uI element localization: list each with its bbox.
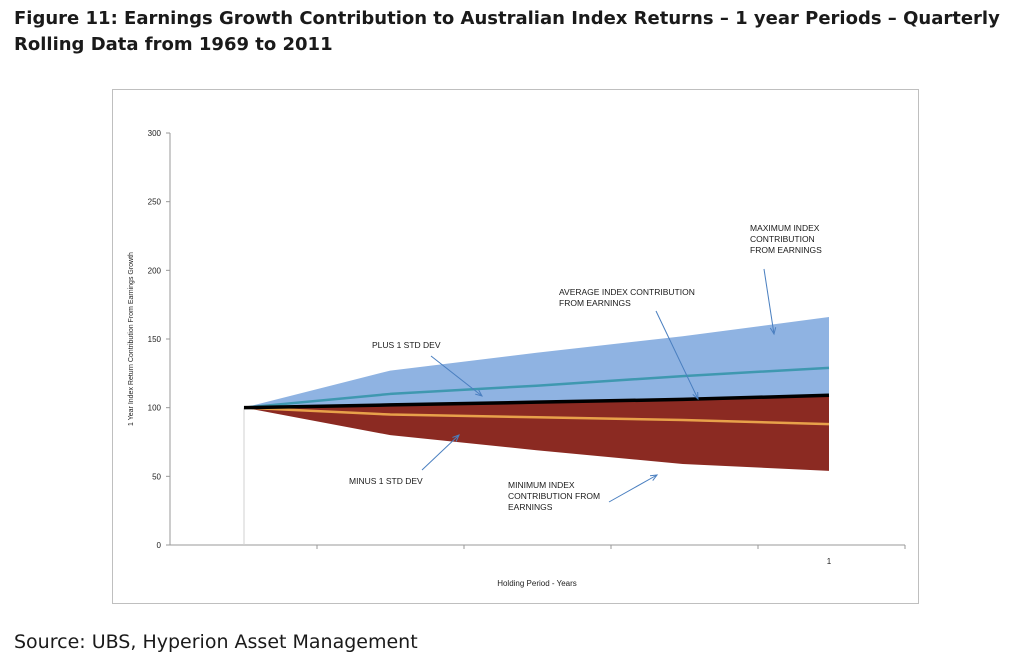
annotation-line: EARNINGS (508, 502, 553, 512)
annotation-line: MAXIMUM INDEX (750, 223, 820, 233)
annotation-plus1: PLUS 1 STD DEV (372, 340, 441, 350)
annotation-arrow (608, 474, 658, 503)
source-note: Source: UBS, Hyperion Asset Management (14, 631, 418, 653)
y-tick-label: 300 (148, 129, 162, 138)
annotation-line: MINIMUM INDEX (508, 480, 575, 490)
annotation-line: FROM EARNINGS (559, 298, 631, 308)
annotation-arrow (655, 310, 699, 400)
annotation-line: AVERAGE INDEX CONTRIBUTION (559, 287, 695, 297)
y-tick-label: 0 (157, 541, 162, 550)
x-axis-label: Holding Period - Years (497, 579, 577, 588)
plus-1-std-line (243, 366, 830, 409)
annotation-avg: AVERAGE INDEX CONTRIBUTION FROM EARNINGS (559, 287, 695, 308)
annotation-line: PLUS 1 STD DEV (372, 340, 441, 350)
annotation-line: CONTRIBUTION (750, 234, 815, 244)
annotation-line: FROM EARNINGS (750, 245, 822, 255)
arrow-head (475, 389, 484, 397)
x-tick-label: 1 (827, 557, 832, 566)
annotation-arrow (430, 355, 483, 397)
area-bands (244, 317, 829, 471)
annotation-min: MINIMUM INDEX CONTRIBUTION FROM EARNINGS (508, 480, 600, 512)
annotation-minus1: MINUS 1 STD DEV (349, 476, 423, 486)
y-tick-label: 250 (148, 198, 162, 207)
y-axis-label: 1 Year Index Return Contribution From Ea… (128, 252, 135, 426)
annotation-line: CONTRIBUTION FROM (508, 491, 600, 501)
arrow-head (452, 434, 460, 442)
arrow-head (649, 474, 659, 481)
annotation-max: MAXIMUM INDEX CONTRIBUTION FROM EARNINGS (750, 223, 822, 255)
minus-1-std-line (243, 406, 830, 426)
axes: 0 50 100 150 200 250 300 1 (148, 129, 906, 566)
series-lines (243, 366, 830, 426)
annotation-arrow (763, 268, 775, 335)
upper-band-area (244, 317, 829, 408)
y-tick-label: 200 (148, 266, 162, 275)
annotation-arrow (421, 434, 460, 471)
y-tick-label: 150 (148, 335, 162, 344)
annotations: MAXIMUM INDEX CONTRIBUTION FROM EARNINGSAV… (349, 223, 822, 512)
chart-frame: 0 50 100 150 200 250 300 1 MAXIMUM INDEX CONTRIB… (112, 89, 919, 604)
arrow-head (769, 327, 777, 336)
figure-title: Figure 11: Earnings Growth Contribution … (14, 8, 1000, 55)
y-tick-label: 100 (148, 404, 162, 413)
arrow-head (692, 391, 699, 401)
average-line (243, 393, 830, 410)
y-tick-label: 50 (152, 472, 161, 481)
annotation-line: MINUS 1 STD DEV (349, 476, 423, 486)
